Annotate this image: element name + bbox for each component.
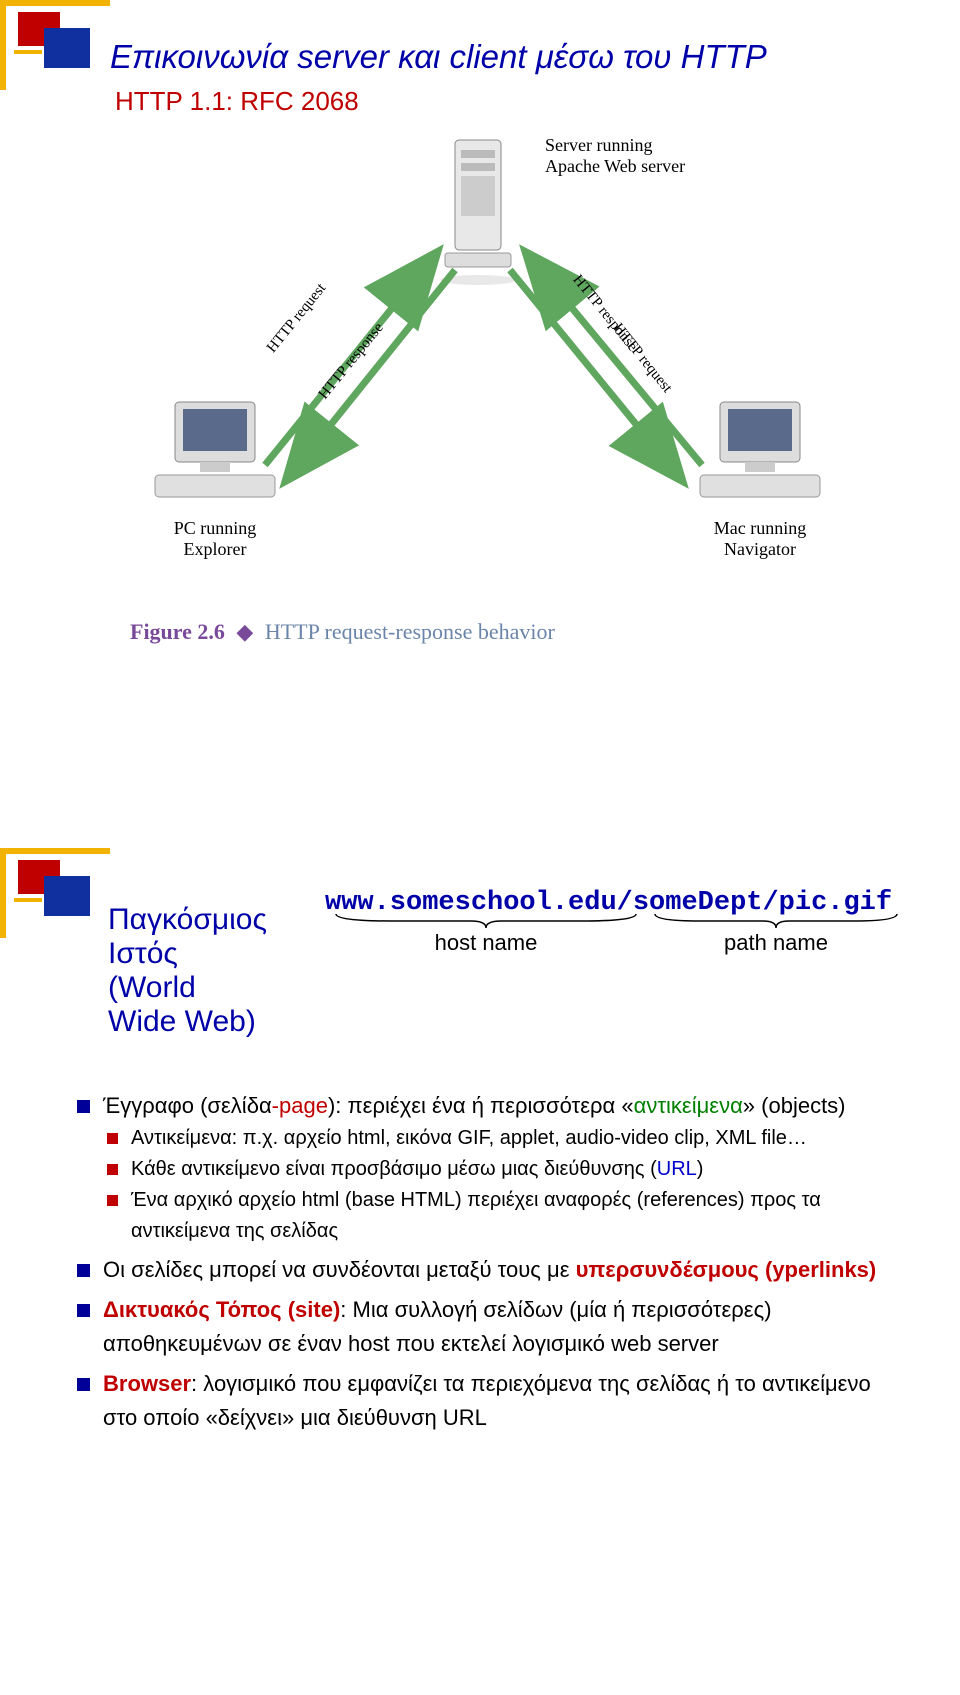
figure-text: HTTP request-response behavior	[265, 619, 555, 644]
server-label-line1: Server running	[545, 135, 652, 155]
sub-bullet-text: Αντικείμενα: π.χ. αρχείο html, εικόνα GI…	[131, 1127, 807, 1149]
slide-subtitle: HTTP 1.1: RFC 2068	[115, 86, 905, 117]
bullet-text: : λογισμικό που εμφανίζει τα περιεχόμενα…	[103, 1371, 871, 1430]
diamond-icon: ◆	[236, 619, 253, 644]
slide-2: Παγκόσμιος Ιστός (World Wide Web) www.so…	[0, 848, 960, 1695]
list-item: Οι σελίδες μπορεί να συνδέονται μεταξύ τ…	[75, 1253, 905, 1287]
sub-bullet-text-blue: URL	[657, 1158, 697, 1180]
slide2-title-line1: Παγκόσμιος Ιστός	[108, 903, 267, 970]
bullet-text: ): περιέχει ένα ή περισσότερα «	[328, 1093, 634, 1118]
bullet-text-green: αντικείμενα	[634, 1093, 743, 1118]
sub-bullet-text: Κάθε αντικείμενο είναι προσβάσιμο μέσω μ…	[131, 1158, 657, 1180]
brace-icon	[650, 912, 902, 930]
client-mac-label: Mac running Navigator	[675, 518, 845, 560]
server-label-line2: Apache Web server	[545, 156, 685, 176]
client-mac-label-line2: Navigator	[724, 539, 796, 559]
bullet-text: Έγγραφο (σελίδα	[103, 1093, 272, 1118]
bullet-text: » (objects)	[743, 1093, 846, 1118]
list-item: Έγγραφο (σελίδα-page): περιέχει ένα ή πε…	[75, 1089, 905, 1247]
bullet-text-red: -page	[272, 1093, 328, 1118]
figure-caption: Figure 2.6 ◆ HTTP request-response behav…	[130, 619, 555, 645]
bullet-text: Οι σελίδες μπορεί να συνδέονται μεταξύ τ…	[103, 1257, 576, 1282]
http-diagram: Server running Apache Web server HTTP re…	[120, 135, 840, 665]
url-example: www.someschool.edu/someDept/pic.gif host…	[325, 888, 905, 956]
host-name-label: host name	[435, 930, 538, 955]
server-label: Server running Apache Web server	[545, 135, 685, 177]
brace-icon	[331, 912, 641, 930]
figure-number: Figure 2.6	[130, 619, 225, 644]
corner-decoration-icon	[0, 848, 110, 938]
list-item: Δικτυακός Τόπος (site): Μια συλλογή σελί…	[75, 1293, 905, 1361]
path-name-label: path name	[724, 930, 828, 955]
list-item: Ένα αρχικό αρχείο html (base HTML) περιέ…	[103, 1185, 905, 1247]
client-pc-icon: PC running Explorer	[130, 397, 300, 560]
sub-bullet-text: )	[697, 1158, 704, 1180]
bullet-text-red: Browser	[103, 1371, 191, 1396]
slide-1: Επικοινωνία server και client μέσω του H…	[0, 0, 960, 848]
client-pc-label: PC running Explorer	[130, 518, 300, 560]
slide2-title-line2: (World Wide Web)	[108, 971, 256, 1038]
bullet-list: Έγγραφο (σελίδα-page): περιέχει ένα ή πε…	[75, 1089, 905, 1436]
list-item: Αντικείμενα: π.χ. αρχείο html, εικόνα GI…	[103, 1123, 905, 1154]
slide-title: Επικοινωνία server και client μέσω του H…	[110, 38, 905, 76]
client-mac-icon: Mac running Navigator	[675, 397, 845, 560]
slide2-title: Παγκόσμιος Ιστός (World Wide Web)	[108, 903, 267, 1039]
client-pc-label-line2: Explorer	[184, 539, 247, 559]
sub-bullet-text: Ένα αρχικό αρχείο html (base HTML) περιέ…	[131, 1189, 821, 1242]
client-pc-label-line1: PC running	[174, 518, 257, 538]
list-item: Browser: λογισμικό που εμφανίζει τα περι…	[75, 1367, 905, 1435]
corner-decoration-icon	[0, 0, 110, 90]
bullet-text-red: υπερσυνδέσμους (yperlinks)	[576, 1257, 877, 1282]
client-mac-label-line1: Mac running	[714, 518, 806, 538]
list-item: Κάθε αντικείμενο είναι προσβάσιμο μέσω μ…	[103, 1154, 905, 1185]
bullet-text-red: Δικτυακός Τόπος (site)	[103, 1297, 340, 1322]
